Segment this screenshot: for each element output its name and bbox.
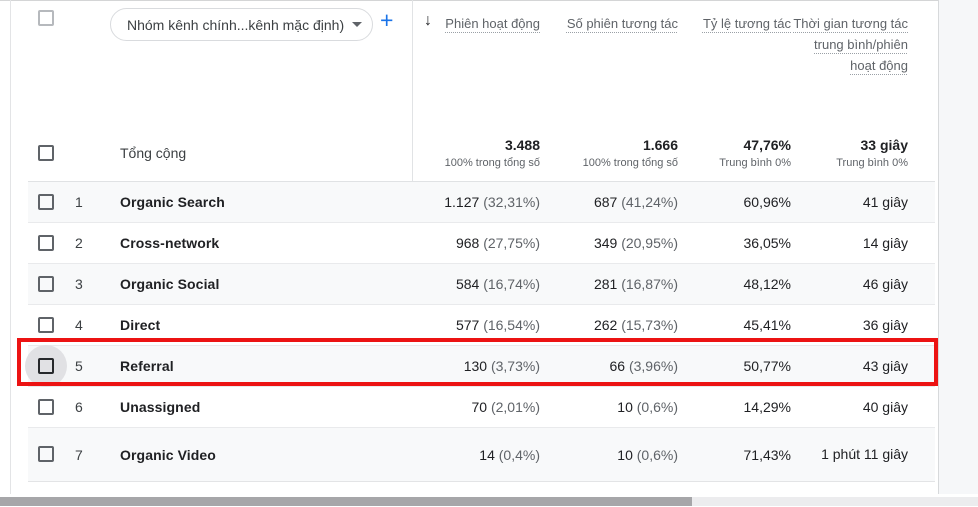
column-header-avg-engagement-time[interactable]: Thời gian tương tác trung bình/phiên hoạ…: [793, 16, 908, 73]
checkbox-hover-ring: [25, 345, 67, 387]
avg-time-value: 43 giây: [862, 358, 908, 374]
avg-time-value: 14 giây: [862, 235, 908, 251]
totals-label: Tổng cộng: [120, 145, 187, 161]
row-checkbox[interactable]: [38, 446, 54, 463]
active-sessions-value: 968 (27,75%): [455, 235, 540, 251]
engagement-rate-value: 60,96%: [743, 194, 791, 210]
channel-name: Unassigned: [120, 399, 201, 415]
avg-time-value: 36 giây: [862, 317, 908, 333]
totals-active-sessions: 3.488 100% trong tổng số: [444, 136, 540, 169]
channel-name: Cross-network: [120, 235, 220, 251]
row-index: 2: [75, 235, 83, 251]
active-sessions-value: 130 (3,73%): [463, 358, 540, 374]
active-sessions-value: 577 (16,54%): [455, 317, 540, 333]
table-row-organic-social[interactable]: 3 Organic Social 584 (16,74%) 281 (16,87…: [28, 264, 935, 305]
channel-name: Organic Social: [120, 276, 220, 292]
row-index: 5: [75, 358, 83, 374]
totals-engagement-rate: 47,76% Trung bình 0%: [719, 136, 791, 169]
engagement-rate-value: 71,43%: [743, 446, 791, 463]
row-checkbox[interactable]: [38, 234, 54, 251]
active-sessions-value: 1.127 (32,31%): [444, 194, 540, 210]
channel-name: Direct: [120, 317, 161, 333]
avg-time-value: 40 giây: [862, 399, 908, 415]
totals-avg-time: 33 giây Trung bình 0%: [836, 136, 908, 169]
table-row-referral[interactable]: 5 Referral 130 (3,73%) 66 (3,96%) 50,77%…: [25, 345, 935, 387]
engaged-sessions-value: 262 (15,73%): [593, 317, 678, 333]
row-index: 3: [75, 276, 83, 292]
avg-time-value: 46 giây: [862, 276, 908, 292]
table-row-cross-network[interactable]: 2 Cross-network 968 (27,75%) 349 (20,95%…: [28, 223, 935, 264]
table-row-direct[interactable]: 4 Direct 577 (16,54%) 262 (15,73%) 45,41…: [28, 305, 935, 346]
avg-time-value: 1 phút 11 giây: [821, 446, 908, 462]
row-checkbox[interactable]: [38, 316, 54, 333]
column-header-active-sessions[interactable]: Phiên hoạt động: [445, 16, 540, 31]
channel-name: Organic Search: [120, 194, 225, 210]
row-index: 6: [75, 399, 83, 415]
totals-row: Tổng cộng 3.488 100% trong tổng số 1.666…: [28, 125, 935, 182]
metric-column-headers: Phiên hoạt động Số phiên tương tác Tỷ lệ…: [412, 0, 935, 76]
row-checkbox[interactable]: [38, 357, 54, 374]
column-header-engaged-sessions[interactable]: Số phiên tương tác: [566, 16, 678, 31]
active-sessions-value: 70 (2,01%): [471, 399, 541, 415]
active-sessions-value: 14 (0,4%): [479, 446, 540, 463]
sort-descending-icon[interactable]: ↓: [424, 12, 432, 29]
engaged-sessions-value: 10 (0,6%): [617, 399, 678, 415]
horizontal-scrollbar-track[interactable]: [0, 497, 978, 506]
row-index: 7: [75, 446, 83, 463]
right-gutter-panel: [938, 0, 978, 494]
column-header-engagement-rate[interactable]: Tỷ lệ tương tác: [702, 16, 791, 31]
row-checkbox[interactable]: [38, 398, 54, 415]
engagement-rate-value: 14,29%: [743, 399, 791, 415]
engaged-sessions-value: 281 (16,87%): [593, 276, 678, 292]
channels-table: Tổng cộng 3.488 100% trong tổng số 1.666…: [25, 125, 935, 482]
select-all-checkbox[interactable]: [38, 10, 54, 26]
table-row-organic-video[interactable]: 7 Organic Video 14 (0,4%) 10 (0,6%) 71,4…: [28, 428, 935, 482]
engaged-sessions-value: 687 (41,24%): [593, 194, 678, 210]
row-checkbox[interactable]: [38, 193, 54, 210]
row-index: 1: [75, 194, 83, 210]
table-row-unassigned[interactable]: 6 Unassigned 70 (2,01%) 10 (0,6%) 14,29%…: [28, 387, 935, 428]
dimension-dropdown-label: Nhóm kênh chính...kênh mặc định): [127, 16, 345, 33]
active-sessions-value: 584 (16,74%): [455, 276, 540, 292]
totals-engaged-sessions: 1.666 100% trong tổng số: [582, 136, 678, 169]
totals-checkbox-cell: [28, 144, 75, 162]
engaged-sessions-value: 10 (0,6%): [617, 446, 678, 463]
row-index: 4: [75, 317, 83, 333]
channel-name: Referral: [120, 358, 174, 374]
engagement-rate-value: 36,05%: [743, 235, 791, 251]
chevron-down-icon: [352, 22, 363, 27]
horizontal-scrollbar-thumb[interactable]: [0, 497, 692, 506]
top-divider: [0, 0, 978, 1]
engaged-sessions-value: 66 (3,96%): [609, 358, 679, 374]
avg-time-value: 41 giây: [862, 194, 908, 210]
dimension-dropdown[interactable]: Nhóm kênh chính...kênh mặc định): [110, 8, 373, 41]
table-row-organic-search[interactable]: 1 Organic Search 1.127 (32,31%) 687 (41,…: [28, 182, 935, 223]
engaged-sessions-value: 349 (20,95%): [593, 235, 678, 251]
channel-name: Organic Video: [120, 446, 216, 463]
add-dimension-button[interactable]: +: [380, 7, 394, 33]
engagement-rate-value: 48,12%: [743, 276, 791, 292]
engagement-rate-value: 50,77%: [743, 358, 791, 374]
left-divider: [10, 0, 11, 494]
row-checkbox[interactable]: [38, 275, 54, 292]
totals-checkbox[interactable]: [38, 144, 54, 161]
engagement-rate-value: 45,41%: [743, 317, 791, 333]
